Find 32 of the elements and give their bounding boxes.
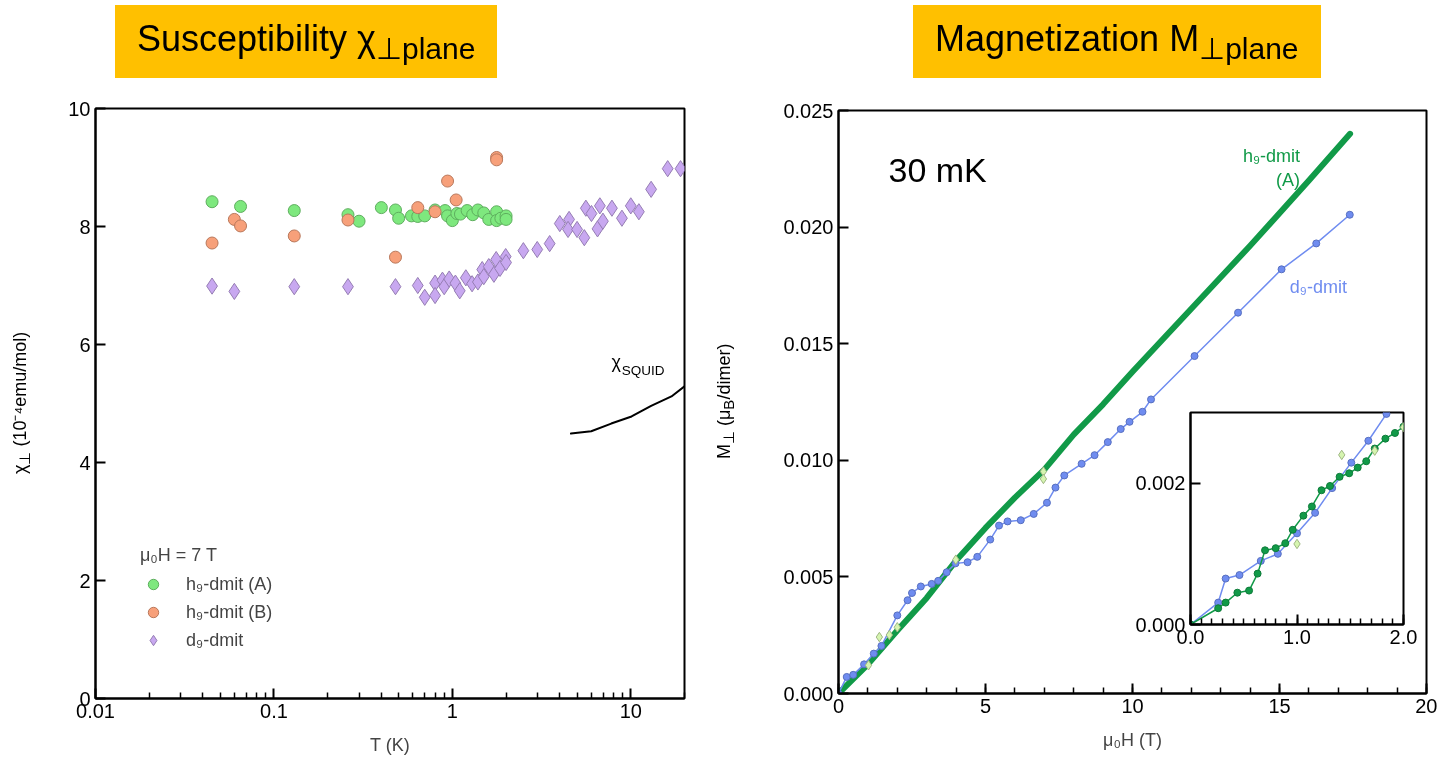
y-tick-label: 0.025 xyxy=(783,99,834,122)
x-axis-title: μ₀H (T) xyxy=(1103,729,1162,750)
y-tick-label: 0.000 xyxy=(783,682,834,705)
y-tick-label: 0.005 xyxy=(783,565,834,588)
x-tick-label: 5 xyxy=(979,694,992,717)
annotation: 30 mK xyxy=(888,150,988,189)
y-tick-label: 0.015 xyxy=(783,332,834,355)
x-tick-label: 20 xyxy=(1415,694,1437,717)
x-tick-label: 0.1 xyxy=(260,699,288,722)
y-tick-label: 8 xyxy=(79,215,91,238)
x-tick-label: 10 xyxy=(619,699,642,722)
y-tick-label: 4 xyxy=(79,451,91,474)
legend-label: d₉-dmit xyxy=(186,629,244,651)
y-tick-label: 10 xyxy=(68,97,91,120)
y-tick-label: 2 xyxy=(79,569,91,592)
chart-title: Magnetization M$_{⊥plane}$ xyxy=(913,5,1321,78)
chart-title: Susceptibility χ$_{⊥plane}$ xyxy=(115,5,498,78)
x-tick-label: 1 xyxy=(446,699,458,722)
x-tick-label: 2.0 xyxy=(1389,625,1418,648)
y-tick-label: 6 xyxy=(79,333,91,356)
series-label: d₉-dmit xyxy=(1289,276,1347,297)
x-tick-label: 1.0 xyxy=(1283,625,1311,648)
x-axis-title: T (K) xyxy=(370,734,410,755)
x-tick-label: 10 xyxy=(1121,694,1144,717)
legend-label: h₉-dmit (A) xyxy=(186,573,273,595)
y-tick-label: 0.010 xyxy=(783,449,834,472)
legend-title: μ₀H = 7 T xyxy=(140,545,219,566)
y-tick-label: 0.020 xyxy=(783,216,834,239)
y-tick-label: 0.002 xyxy=(1135,472,1186,495)
legend-label: h₉-dmit (B) xyxy=(186,601,273,623)
series-label: h₉-dmit (A) xyxy=(1242,145,1301,190)
x-tick-label: 15 xyxy=(1268,694,1291,717)
